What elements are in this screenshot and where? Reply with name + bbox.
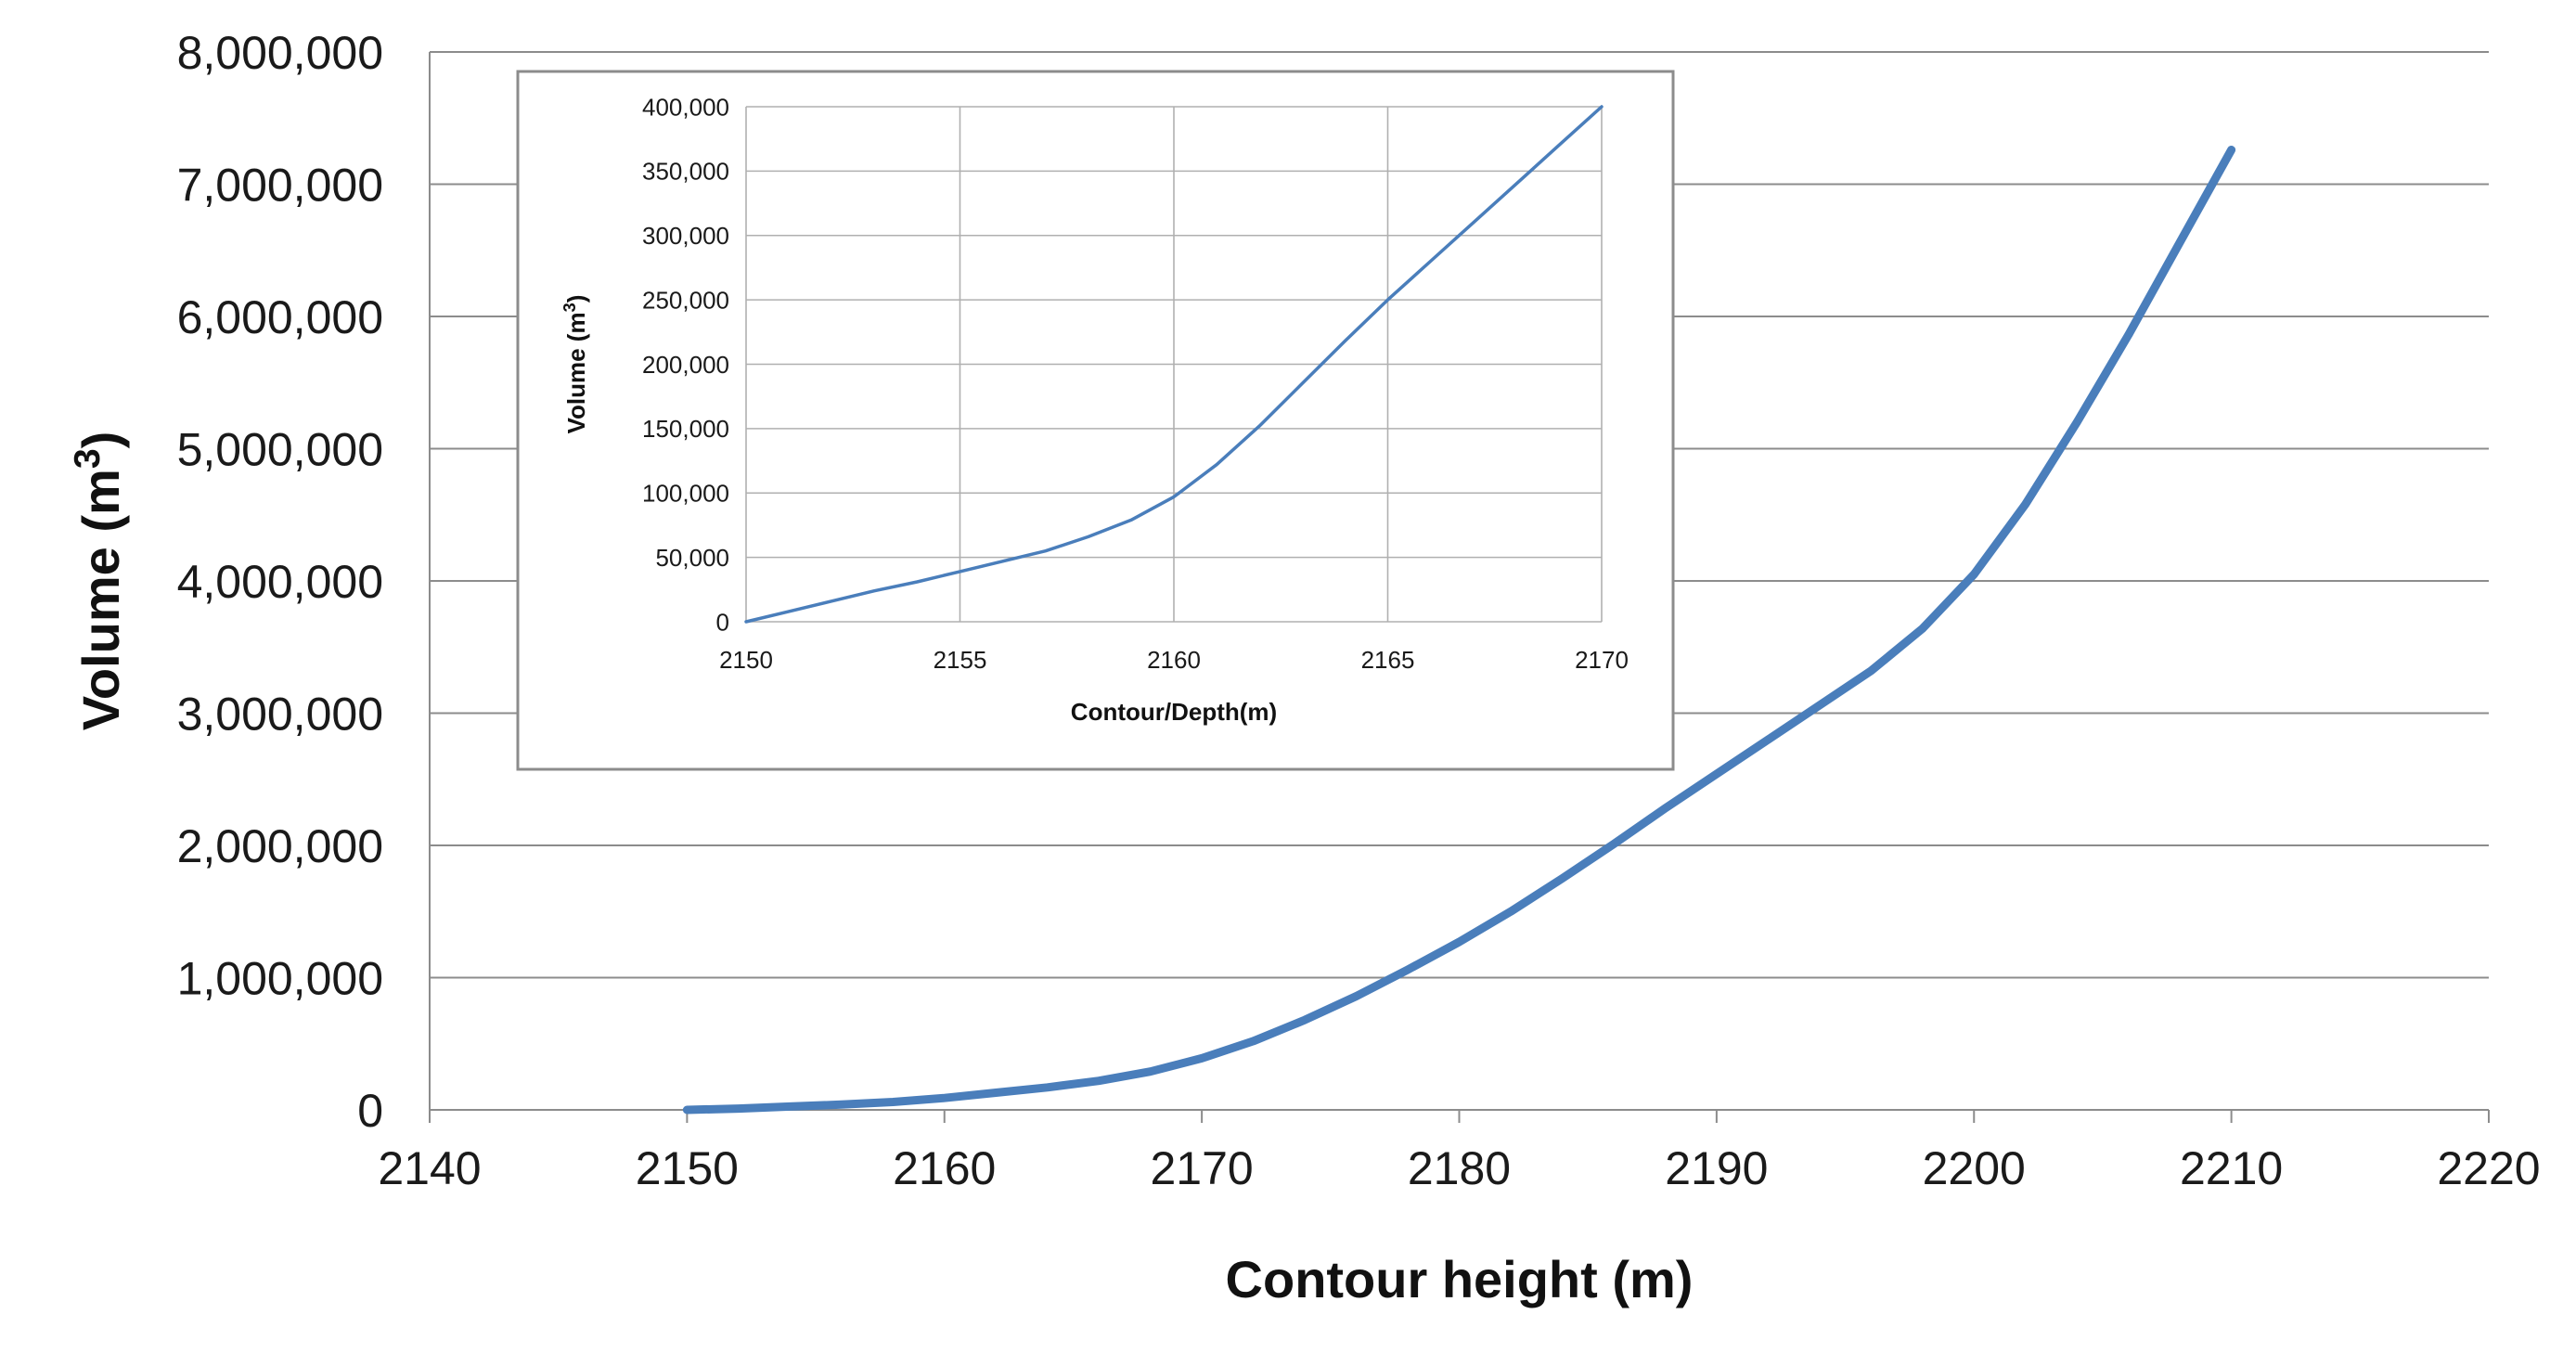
y-tick-label: 6,000,000 xyxy=(177,291,383,343)
y-tick-label: 4,000,000 xyxy=(177,556,383,608)
y-tick-label: 200,000 xyxy=(642,351,729,379)
x-tick-label: 2180 xyxy=(1408,1142,1511,1194)
inset-frame xyxy=(516,70,1675,771)
y-tick-label: 350,000 xyxy=(642,158,729,186)
x-axis-title: Contour/Depth(m) xyxy=(1071,698,1277,726)
x-tick-label: 2200 xyxy=(1923,1142,2026,1194)
y-tick-label: 0 xyxy=(716,608,729,636)
y-tick-label: 8,000,000 xyxy=(177,27,383,79)
series-line xyxy=(682,146,2236,1115)
y-tick-label: 2,000,000 xyxy=(177,820,383,872)
y-axis-title: Volume (m3) xyxy=(68,432,131,731)
y-tick-label: 400,000 xyxy=(642,93,729,121)
y-tick-label: 250,000 xyxy=(642,286,729,314)
x-tick-label: 2150 xyxy=(719,646,773,674)
y-tick-label: 1,000,000 xyxy=(177,953,383,1005)
x-tick-label: 2150 xyxy=(636,1142,739,1194)
y-tick-label: 150,000 xyxy=(642,415,729,443)
y-tick-label: 0 xyxy=(357,1085,383,1137)
x-tick-label: 2190 xyxy=(1665,1142,1768,1194)
x-tick-label: 2140 xyxy=(378,1142,481,1194)
x-axis-title: Contour height (m) xyxy=(1226,1250,1694,1308)
y-tick-label: 300,000 xyxy=(642,222,729,250)
x-tick-label: 2155 xyxy=(934,646,987,674)
x-tick-label: 2170 xyxy=(1575,646,1629,674)
x-tick-label: 2220 xyxy=(2437,1142,2540,1194)
inset-plot: 0 50,000 100,000 150,000 200,000 250,000 300,0… xyxy=(516,70,1675,771)
series-line xyxy=(744,105,1604,624)
x-tick-label: 2170 xyxy=(1151,1142,1254,1194)
y-tick-label: 100,000 xyxy=(642,480,729,508)
y-tick-label: 50,000 xyxy=(655,544,729,572)
y-tick-label: 5,000,000 xyxy=(177,424,383,476)
x-tick-label: 2160 xyxy=(1147,646,1201,674)
y-axis-title: Volume (m3) xyxy=(560,295,590,434)
y-tick-label: 3,000,000 xyxy=(177,689,383,741)
x-tick-label: 2165 xyxy=(1361,646,1415,674)
x-tick-label: 2210 xyxy=(2180,1142,2283,1194)
y-tick-label: 7,000,000 xyxy=(177,160,383,212)
x-tick-label: 2160 xyxy=(893,1142,996,1194)
